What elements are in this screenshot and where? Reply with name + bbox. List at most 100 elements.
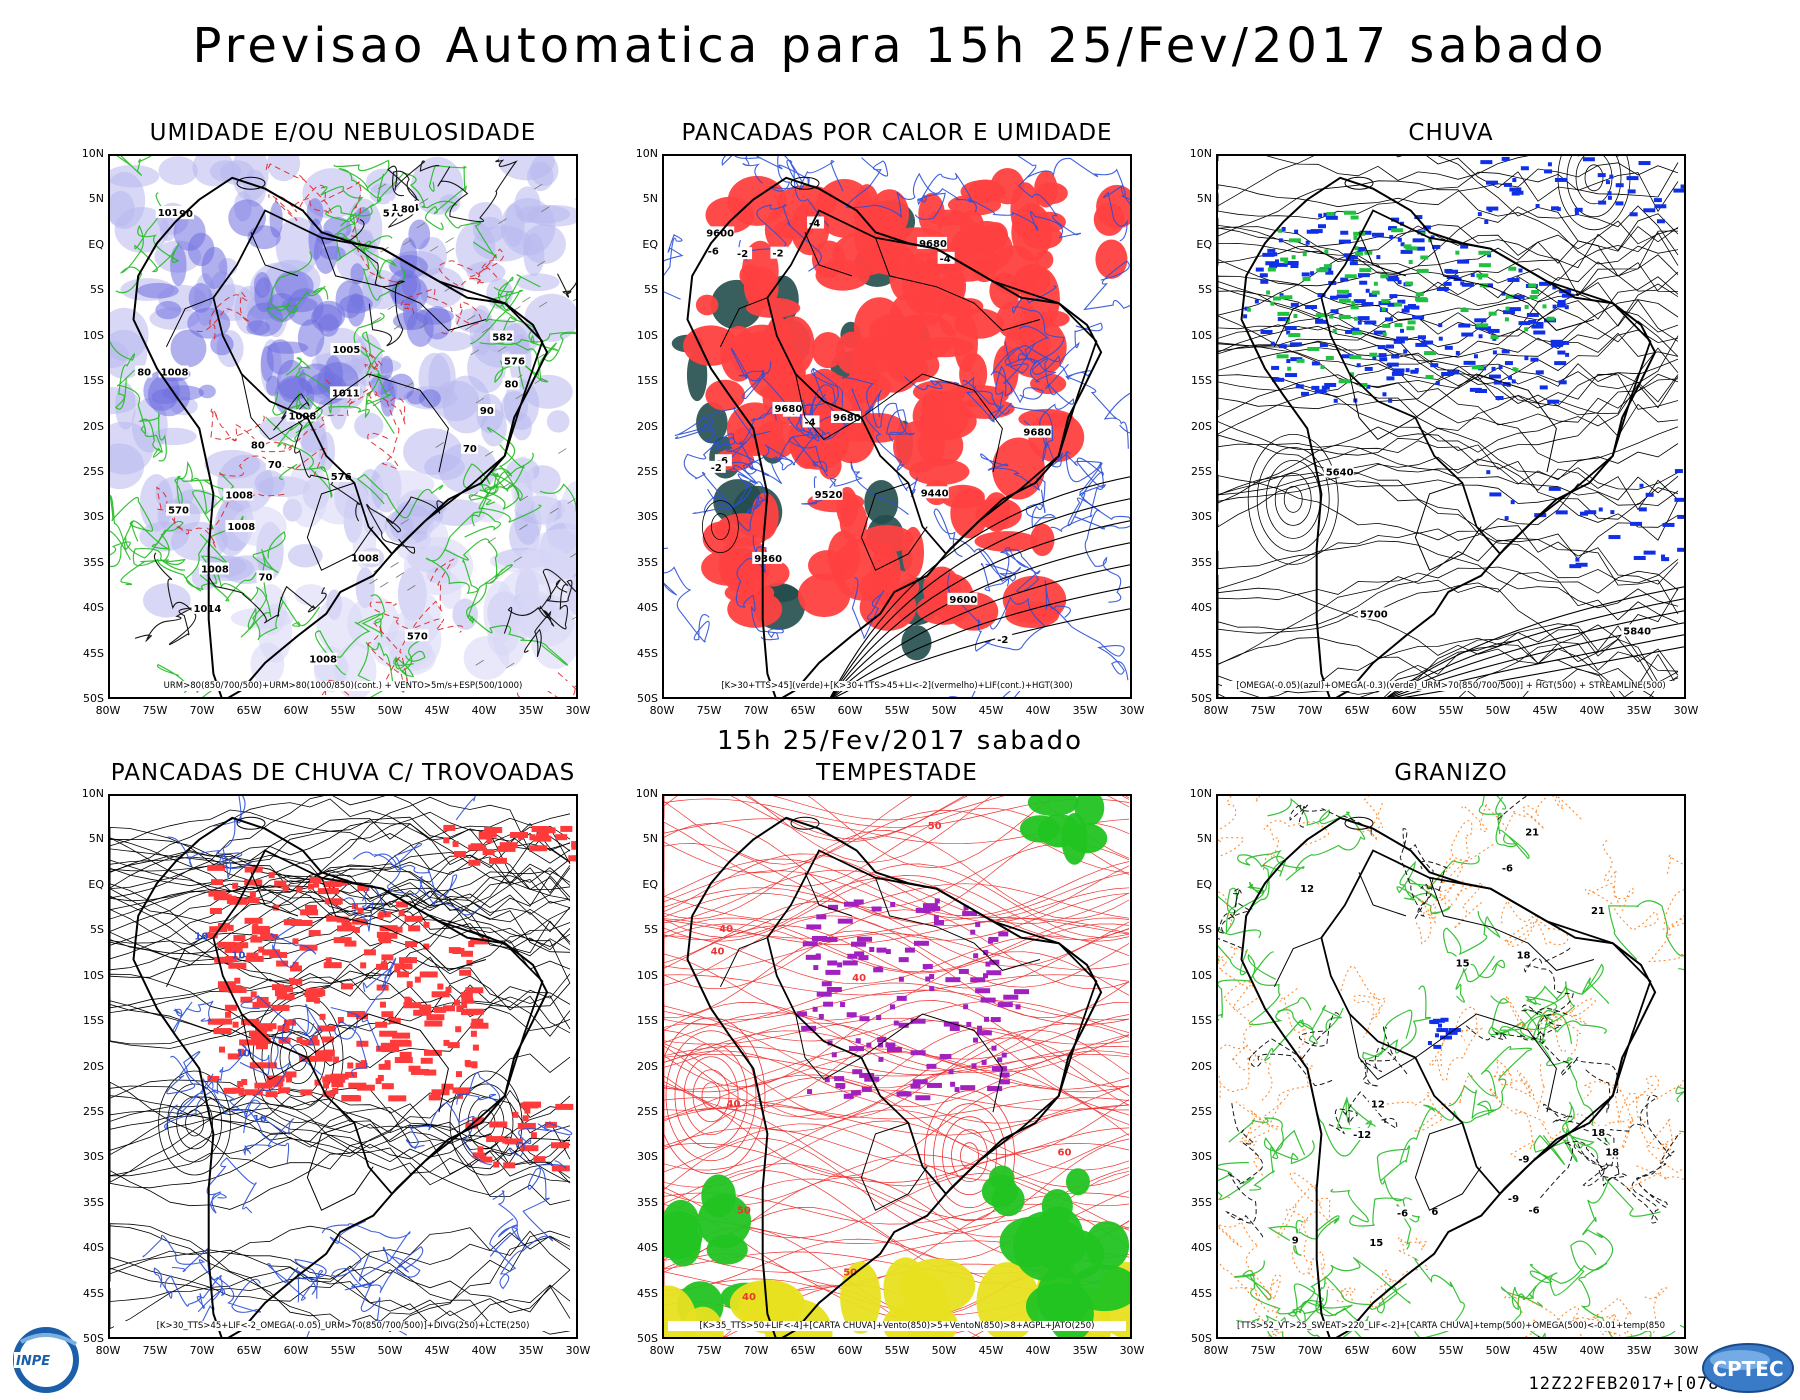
contour-label: 60 [1058, 1147, 1072, 1158]
lat-tick-label: 5S [644, 283, 658, 297]
svg-text:9680: 9680 [774, 404, 802, 415]
lat-tick-label: 45S [637, 646, 658, 660]
lat-tick-label: 40S [1191, 1241, 1212, 1255]
contour-label: 5700 [1357, 607, 1388, 620]
contour-label: 80 [398, 202, 416, 216]
lon-tick-label: 60W [1391, 1344, 1417, 1357]
lat-tick-label: 45S [1191, 646, 1212, 660]
lat-tick-label: 15S [83, 1014, 104, 1028]
lon-tick-label: 80W [1203, 1344, 1229, 1357]
svg-text:40: 40 [742, 1292, 756, 1303]
lat-tick-label: 5N [642, 192, 658, 206]
map-graphic: 5640 5840 5700 [1218, 156, 1684, 697]
svg-text:9440: 9440 [921, 488, 949, 499]
lat-tick-label: 50S [1191, 692, 1212, 705]
panel-title: PANCADAS POR CALOR E UMIDADE [681, 120, 1113, 146]
svg-text:5700: 5700 [1360, 609, 1388, 620]
lat-tick-label: 30S [1191, 1150, 1212, 1164]
main-title: Previsao Automatica para 15h 25/Fev/2017… [192, 18, 1608, 74]
weather-map: 40 40 50 50 60 40 50 40 40 [K>35_TTS>50+LIF<-4]+[… [662, 794, 1132, 1339]
svg-text:-9: -9 [1518, 1154, 1529, 1165]
lat-tick-label: 10N [81, 787, 104, 800]
lon-tick-label: 30W [1673, 704, 1699, 717]
panel-legend: [K>30_TTS>45+LIF<-2_OMEGA(-0.05)_URM>70(… [114, 1321, 572, 1331]
lat-tick-label: 15S [83, 374, 104, 388]
svg-text:576: 576 [504, 356, 525, 367]
svg-text:5640: 5640 [1326, 467, 1354, 478]
svg-text:-6: -6 [1529, 1206, 1540, 1217]
lon-tick-label: 45W [978, 1344, 1004, 1357]
svg-text:60: 60 [1058, 1147, 1072, 1158]
lon-tick-label: 80W [95, 1344, 121, 1357]
lat-tick-label: 30S [1191, 510, 1212, 524]
weather-map: -2-2-4-4-4-6-6-4-2-296809680968096809600… [662, 154, 1132, 699]
lon-tick-label: 45W [1532, 1344, 1558, 1357]
svg-text:9600: 9600 [949, 595, 977, 606]
svg-text:1005: 1005 [333, 345, 361, 356]
lon-tick-label: 30W [565, 1344, 591, 1357]
mid-title: 15h 25/Fev/2017 sabado [716, 726, 1084, 756]
weather-map: -6 -6 -6 18 18 18 21 21 12 15 15 12 -12 -9 -9 9 6 [TTS>52… [1216, 794, 1686, 1339]
lat-tick-label: 5S [1198, 923, 1212, 937]
lat-tick-label: 5S [644, 923, 658, 937]
cptec-logo: CPTEC [1702, 1343, 1794, 1393]
svg-text:40: 40 [719, 924, 733, 935]
lat-tick-label: 10S [637, 328, 658, 342]
lat-tick-label: 40S [83, 1241, 104, 1255]
lon-tick-label: 40W [1579, 1344, 1605, 1357]
contour-label: 9680 [772, 401, 803, 415]
svg-text:6: 6 [1431, 1207, 1438, 1218]
lat-tick-label: 10S [1191, 328, 1212, 342]
lon-tick-label: 60W [283, 1344, 309, 1357]
lon-tick-label: 55W [884, 1344, 910, 1357]
contour-label: 9 [1289, 1233, 1301, 1246]
lon-tick-label: 70W [189, 704, 215, 717]
lon-tick-label: 45W [978, 704, 1004, 717]
contour-label: 21 [1523, 825, 1541, 838]
lat-tick-label: 10N [635, 787, 658, 800]
svg-text:-6: -6 [1502, 863, 1513, 874]
svg-text:80: 80 [504, 380, 518, 391]
contour-label: -9 [1505, 1191, 1523, 1205]
contour-label: 1005 [330, 343, 361, 356]
contour-label: -2 [735, 247, 753, 260]
svg-text:40: 40 [727, 1099, 741, 1110]
lon-tick-label: 50W [377, 704, 403, 717]
lat-tick-label: 20S [637, 1059, 658, 1073]
svg-text:40: 40 [852, 973, 866, 984]
svg-text:40: 40 [711, 946, 725, 957]
lon-tick-label: 40W [1025, 704, 1051, 717]
lon-tick-label: 35W [1626, 704, 1652, 717]
lon-tick-label: 50W [1485, 704, 1511, 717]
contour-label: 15 [1453, 956, 1471, 969]
contour-label: 12 [1298, 882, 1316, 895]
lat-tick-label: EQ [1196, 877, 1212, 891]
svg-text:1014: 1014 [193, 604, 221, 615]
panel-title: GRANIZO [1394, 760, 1508, 786]
contour-label: 10 [236, 1049, 250, 1060]
contour-label: 40 [742, 1292, 756, 1303]
map-graphic: 40 40 50 50 60 40 50 40 40 [664, 796, 1130, 1337]
contour-label: 40 [719, 924, 733, 935]
lon-tick-label: 60W [1391, 704, 1417, 717]
lat-tick-label: 30S [83, 1150, 104, 1164]
lat-tick-label: 40S [83, 601, 104, 615]
lat-tick-label: 5N [642, 832, 658, 846]
lon-tick-label: 70W [743, 704, 769, 717]
lon-tick-label: 50W [931, 704, 957, 717]
svg-text:9680: 9680 [833, 413, 861, 424]
weather-map: 576 576 576 1011 1008 1008 1008 1008 1008 1011 100… [108, 154, 578, 699]
svg-text:18: 18 [1517, 950, 1531, 961]
lon-tick-label: 60W [837, 704, 863, 717]
contour-label: -2 [770, 246, 788, 260]
contour-label: 70 [460, 441, 478, 455]
lat-tick-label: 20S [83, 419, 104, 433]
lon-tick-label: 65W [236, 1344, 262, 1357]
lat-tick-label: 50S [83, 692, 104, 705]
svg-text:21: 21 [1525, 827, 1539, 838]
lat-tick-label: EQ [88, 237, 104, 251]
contour-label: 50 [843, 1268, 857, 1279]
lat-tick-label: 20S [83, 1059, 104, 1073]
svg-text:15: 15 [1369, 1238, 1383, 1249]
lon-tick-label: 35W [518, 1344, 544, 1357]
